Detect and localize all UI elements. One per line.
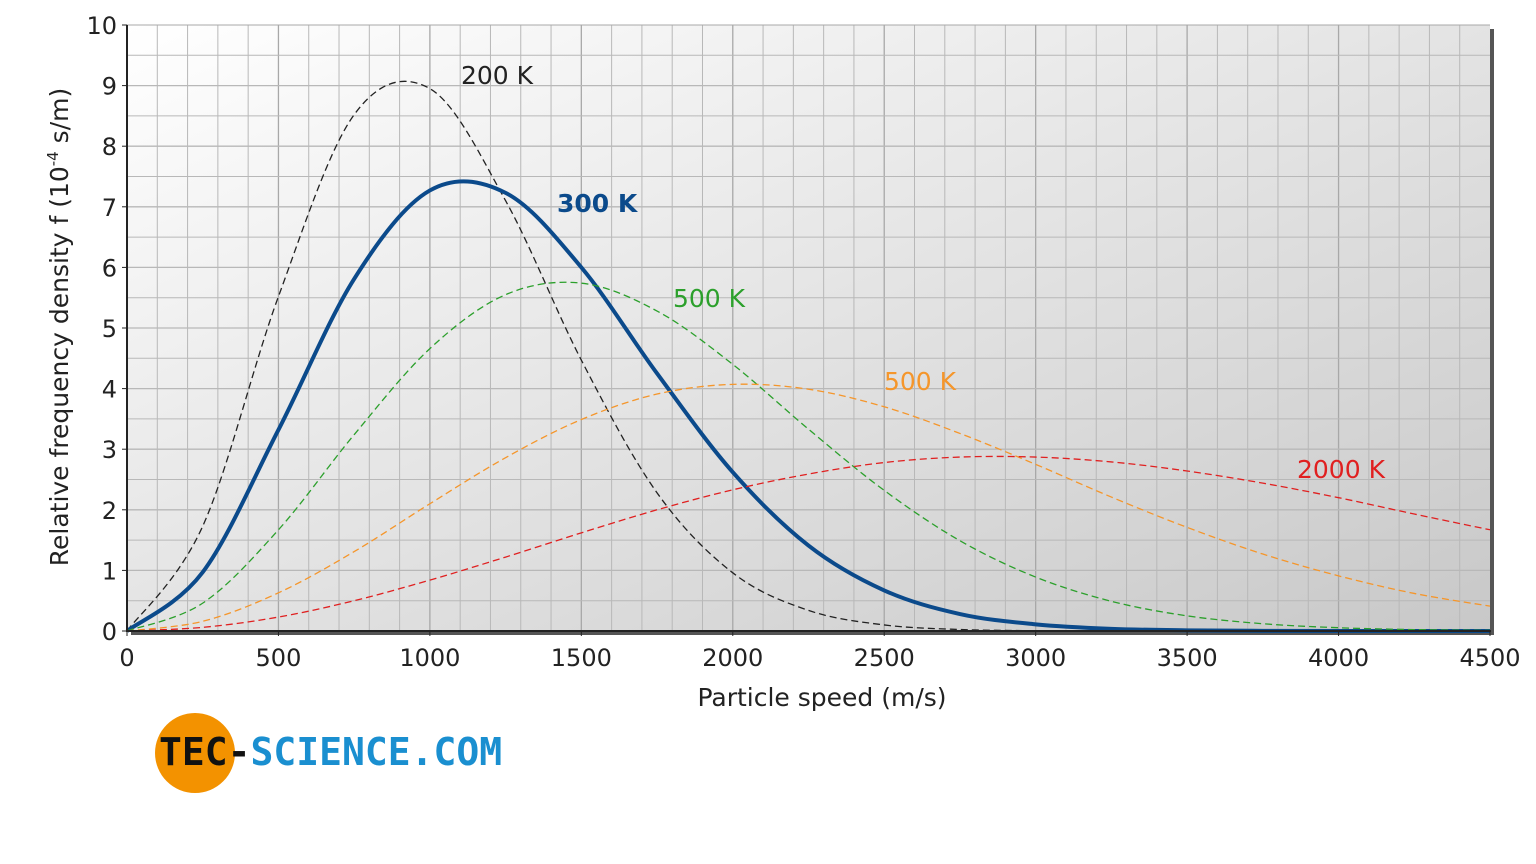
logo-circle [155, 713, 235, 793]
series-label-0: 200 K [461, 61, 534, 90]
series-label-2: 500 K [673, 284, 746, 313]
series-line-3 [126, 383, 1491, 632]
x-tick-label: 3500 [1157, 644, 1218, 672]
x-tick-label: 500 [256, 644, 302, 672]
x-tick-label: 1000 [399, 644, 460, 672]
grid [127, 24, 1490, 631]
y-tick-label: 10 [86, 12, 117, 40]
ticks: 0 500 1000 1500 2000 2500 3000 3500 4000 4500 0 1 2 3… [86, 12, 1520, 672]
tec-science-logo: TEC-SCIENCE.COM [155, 712, 555, 794]
y-tick-label: 1 [102, 557, 117, 585]
y-tick-label: 8 [102, 133, 117, 161]
series-label-4: 2000 K [1297, 455, 1386, 484]
series-label-3: 500 K [884, 367, 957, 396]
y-tick-label: 3 [102, 436, 117, 464]
logo-text-science: SCIENCE.COM [250, 730, 503, 774]
x-axis-label: Particle speed (m/s) [697, 683, 946, 712]
y-axis-label: Relative frequency density f (10-4 s/m) [44, 88, 74, 567]
x-tick-label: 0 [119, 644, 134, 672]
y-tick-label: 0 [102, 618, 117, 646]
y-tick-label: 6 [102, 254, 117, 282]
series-label-1: 300 K [557, 189, 639, 218]
x-tick-label: 1500 [551, 644, 612, 672]
y-tick-label: 7 [102, 194, 117, 222]
x-tick-label: 2000 [702, 644, 763, 672]
series-labels: 200 K 300 K 500 K 500 K 2000 K [461, 61, 1386, 484]
x-tick-label: 3000 [1005, 644, 1066, 672]
y-tick-label: 9 [102, 73, 117, 101]
series-line-2 [126, 281, 1491, 632]
x-tick-label: 4000 [1308, 644, 1369, 672]
logo-text-tec: TEC- [159, 730, 251, 774]
x-tick-label: 2500 [854, 644, 915, 672]
x-tick-label: 4500 [1459, 644, 1520, 672]
y-tick-label: 5 [102, 315, 117, 343]
series-line-4 [126, 455, 1491, 632]
y-tick-label: 2 [102, 497, 117, 525]
y-tick-label: 4 [102, 376, 117, 404]
